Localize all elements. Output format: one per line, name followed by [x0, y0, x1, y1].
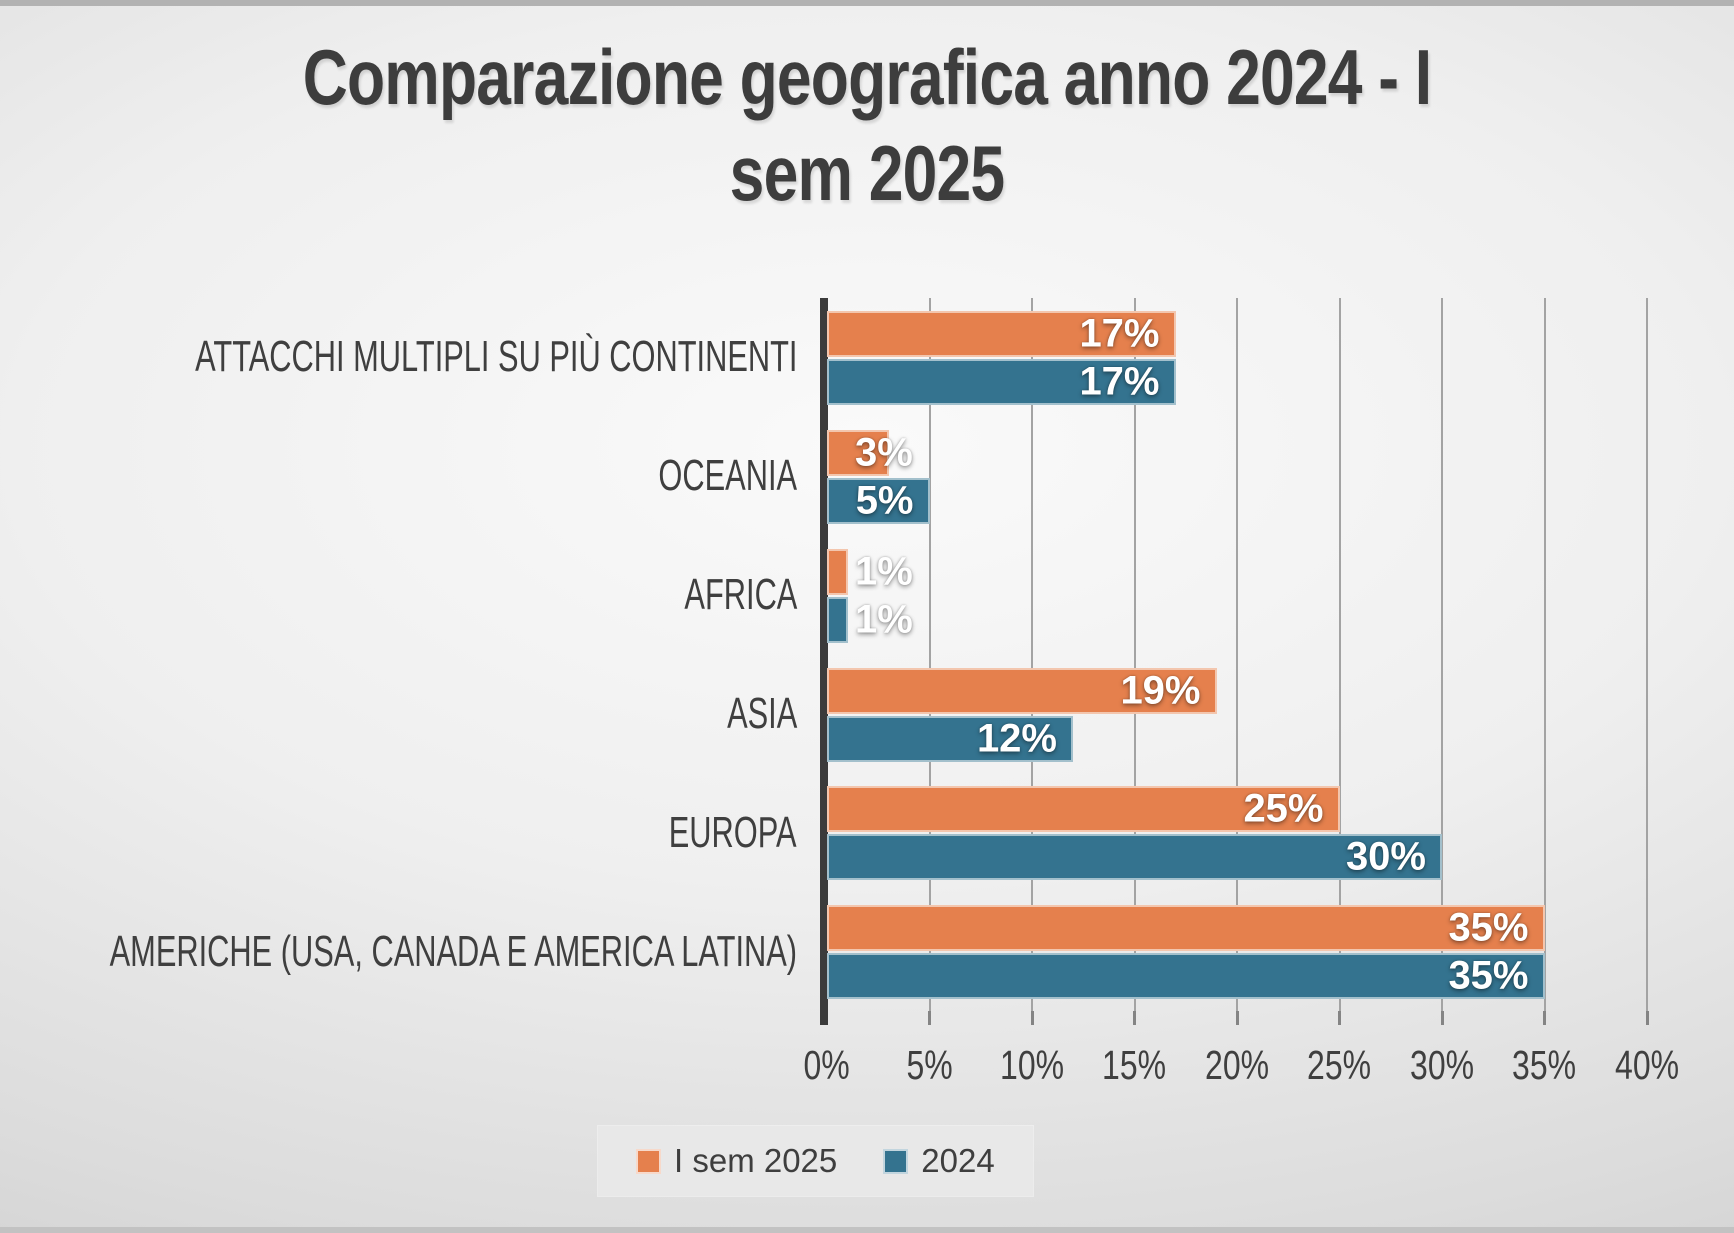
bar-value-label: 3%	[855, 430, 913, 475]
category-label-text: ASIA	[726, 688, 797, 738]
legend-item: 2024	[883, 1142, 995, 1180]
axis-tick	[1030, 1011, 1034, 1025]
category-label: EUROPA	[15, 773, 797, 892]
axis-tick-label-text: 30%	[1409, 1042, 1475, 1088]
axis-tick-label-text: 0%	[803, 1042, 851, 1088]
category-label: ASIA	[15, 654, 797, 773]
axis-tick-label: 25%	[1255, 1042, 1425, 1089]
chart-title: Comparazione geografica anno 2024 - I se…	[173, 30, 1560, 222]
legend-label: I sem 2025	[674, 1142, 838, 1179]
bar-value-label: 5%	[855, 478, 914, 523]
category-label: AMERICHE (USA, CANADA E AMERICA LATINA)	[15, 892, 797, 1011]
gridline	[1338, 298, 1341, 1011]
axis-tick-label-text: 25%	[1307, 1042, 1372, 1088]
bar-isem2025	[827, 905, 1545, 952]
gridline	[1441, 298, 1443, 1011]
chart-title-line1: Comparazione geografica anno 2024 - I	[302, 33, 1432, 121]
gridline	[1543, 298, 1546, 1011]
axis-tick	[1235, 1011, 1239, 1025]
category-label: OCEANIA	[15, 417, 797, 536]
axis-tick	[1338, 1011, 1341, 1025]
axis-tick	[1440, 1011, 1444, 1025]
axis-tick-label: 35%	[1460, 1042, 1630, 1089]
axis-tick-label: 10%	[947, 1042, 1117, 1089]
bar-2024	[827, 953, 1545, 1000]
bar-2024	[827, 596, 848, 643]
bar-isem2025	[827, 429, 889, 476]
legend-item: I sem 2025	[636, 1142, 837, 1180]
axis-tick	[1645, 1011, 1649, 1025]
axis-tick	[928, 1011, 931, 1025]
bar-isem2025	[827, 786, 1340, 833]
category-band: 19% 12%	[827, 655, 1647, 774]
axis-tick-label: 15%	[1050, 1042, 1220, 1089]
category-band: 25% 30%	[827, 773, 1647, 892]
legend: I sem 2025 2024	[598, 1126, 1033, 1196]
bar-2024	[827, 359, 1176, 405]
chart-title-line2: sem 2025	[729, 128, 1005, 217]
category-band: 3% 5%	[827, 417, 1647, 536]
bar-isem2025	[827, 667, 1217, 714]
category-band: 1% 1%	[827, 536, 1647, 655]
category-label: AFRICA	[15, 536, 797, 655]
axis-tick-label-text: 10%	[999, 1042, 1065, 1088]
bar-value-label: 35%	[1448, 953, 1529, 998]
axis-tick	[1543, 1011, 1546, 1025]
gridline	[1031, 298, 1033, 1011]
category-label-text: AFRICA	[684, 570, 797, 620]
category-label-text: EUROPA	[669, 807, 797, 857]
bar-isem2025	[827, 311, 1176, 357]
bar-2024	[827, 834, 1442, 881]
bar-value-label: 17%	[1079, 359, 1160, 404]
axis-tick-label: 5%	[845, 1042, 1015, 1089]
category-label: ATTACCHI MULTIPLI SU PIÙ CONTINENTI	[15, 298, 797, 417]
legend-swatch-2024	[883, 1148, 909, 1174]
axis-tick-label: 0%	[742, 1042, 912, 1089]
bar-isem2025	[827, 548, 848, 595]
category-label-text: AMERICHE (USA, CANADA E AMERICA LATINA)	[109, 926, 797, 976]
y-axis-line	[820, 298, 828, 1025]
category-labels: ATTACCHI MULTIPLI SU PIÙ CONTINENTI OCEAN…	[15, 298, 797, 1011]
axis-tick-label: 40%	[1562, 1042, 1732, 1089]
legend-label: 2024	[921, 1142, 995, 1179]
axis-tick-label: 20%	[1152, 1042, 1322, 1089]
axis-tick-label-text: 35%	[1512, 1042, 1577, 1088]
gridline	[1133, 298, 1136, 1011]
bar-value-label: 35%	[1448, 905, 1529, 950]
bar-value-label: 25%	[1243, 786, 1324, 831]
gridline	[928, 298, 931, 1011]
gridline	[1646, 298, 1648, 1011]
plot-area: 17% 17% 3% 5% 1% 1% 19% 12% 25% 30% 35% 35%	[820, 298, 1649, 1025]
gridline	[1236, 298, 1238, 1011]
axis-tick-label-text: 15%	[1102, 1042, 1167, 1088]
x-axis-labels: 0% 5% 10% 15% 20% 25% 30% 35% 40%	[804, 1042, 1679, 1100]
bar-2024	[827, 715, 1073, 762]
bar-value-label: 1%	[855, 549, 913, 594]
category-label-text: ATTACCHI MULTIPLI SU PIÙ CONTINENTI	[194, 332, 797, 382]
axis-tick-label-text: 40%	[1614, 1042, 1680, 1088]
axis-tick-label-text: 20%	[1204, 1042, 1270, 1088]
category-band: 17% 17%	[827, 298, 1647, 417]
bar-value-label: 17%	[1079, 311, 1160, 356]
axis-tick	[1133, 1011, 1136, 1025]
category-label-text: OCEANIA	[658, 451, 797, 501]
bar-value-label: 1%	[855, 597, 913, 642]
bar-value-label: 12%	[976, 716, 1057, 760]
bar-value-label: 30%	[1345, 834, 1426, 879]
legend-swatch-isem2025	[636, 1148, 661, 1174]
bar-2024	[827, 477, 930, 524]
bar-value-label: 19%	[1120, 668, 1201, 712]
axis-tick-label-text: 5%	[906, 1042, 953, 1088]
category-band: 35% 35%	[827, 892, 1647, 1011]
axis-tick-label: 30%	[1357, 1042, 1527, 1089]
